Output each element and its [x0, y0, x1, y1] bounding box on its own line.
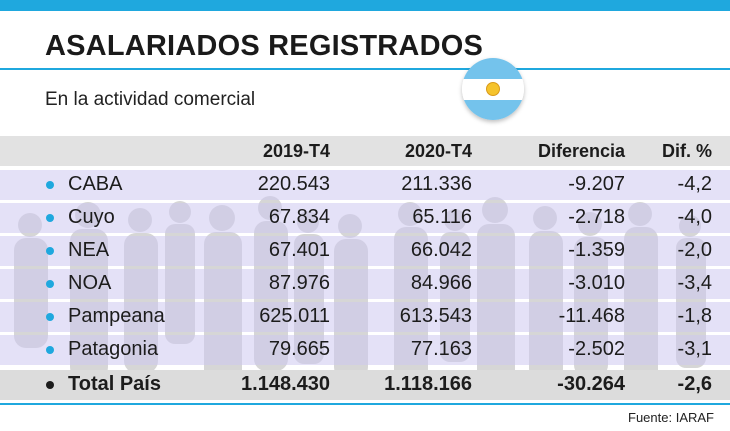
value-dif-pct: -1,8 [677, 305, 712, 327]
value-2019: 79.665 [268, 338, 330, 360]
column-header-diferencia: Diferencia [537, 141, 625, 161]
value-2020: 1.118.166 [384, 373, 472, 395]
value-dif-pct: -3,1 [677, 338, 712, 360]
bullet-dot-icon [46, 381, 54, 389]
value-diferencia: -30.264 [557, 373, 625, 395]
value-diferencia: -2.718 [568, 206, 625, 228]
table-header-row [0, 136, 730, 166]
value-2019: 1.148.430 [241, 373, 330, 395]
bullet-dot-icon [46, 280, 54, 288]
value-diferencia: -11.468 [558, 305, 625, 327]
value-2020: 613.543 [399, 305, 472, 327]
value-dif-pct: -3,4 [677, 272, 712, 294]
table-row: NOA 87.976 84.966 -3.010 -3,4 [0, 269, 730, 299]
table-row: CABA 220.543 211.336 -9.207 -4,2 [0, 170, 730, 200]
value-2019: 67.401 [268, 239, 330, 261]
title-divider [0, 68, 730, 70]
value-2020: 65.116 [412, 206, 472, 228]
column-header-2020: 2020-T4 [404, 141, 472, 161]
bullet-dot-icon [46, 346, 54, 354]
region-label: Total País [68, 373, 161, 395]
value-2019: 625.011 [259, 305, 330, 327]
table-row: Pampeana 625.011 613.543 -11.468 -1,8 [0, 302, 730, 332]
value-2020: 84.966 [410, 272, 472, 294]
value-2020: 66.042 [410, 239, 472, 261]
bullet-dot-icon [46, 181, 54, 189]
value-dif-pct: -4,0 [677, 206, 712, 228]
bullet-dot-icon [46, 247, 54, 255]
bullet-dot-icon [46, 313, 54, 321]
column-header-dif-pct: Dif. % [661, 141, 712, 161]
value-diferencia: -2.502 [568, 338, 625, 360]
region-label: NEA [68, 239, 110, 261]
page-subtitle: En la actividad comercial [45, 89, 256, 110]
value-2020: 211.336 [401, 173, 472, 195]
region-label: Cuyo [68, 206, 115, 228]
table-row-total: Total País 1.148.430 1.118.166 -30.264 -… [0, 370, 730, 400]
value-2020: 77.163 [410, 338, 472, 360]
source-note: Fuente: IARAF [628, 410, 714, 425]
value-dif-pct: -2,6 [677, 373, 712, 395]
value-diferencia: -3.010 [568, 272, 625, 294]
table-row: Cuyo 67.834 65.116 -2.718 -4,0 [0, 203, 730, 233]
bottom-divider [0, 403, 730, 405]
region-label: Pampeana [68, 305, 165, 327]
value-dif-pct: -2,0 [677, 239, 712, 261]
value-2019: 220.543 [257, 173, 330, 195]
value-dif-pct: -4,2 [677, 173, 712, 195]
value-diferencia: -9.207 [568, 173, 625, 195]
table-row: NEA 67.401 66.042 -1.359 -2,0 [0, 236, 730, 266]
table-row: Patagonia 79.665 77.163 -2.502 -3,1 [0, 335, 730, 365]
region-label: Patagonia [68, 338, 159, 360]
bullet-dot-icon [46, 214, 54, 222]
value-2019: 67.834 [268, 206, 330, 228]
column-header-2019: 2019-T4 [262, 141, 330, 161]
region-label: NOA [68, 272, 112, 294]
region-label: CABA [68, 173, 123, 195]
argentina-flag-icon [462, 58, 524, 120]
page-title: ASALARIADOS REGISTRADOS [45, 30, 484, 62]
top-accent-bar [0, 0, 730, 11]
value-diferencia: -1.359 [568, 239, 625, 261]
value-2019: 87.976 [268, 272, 330, 294]
